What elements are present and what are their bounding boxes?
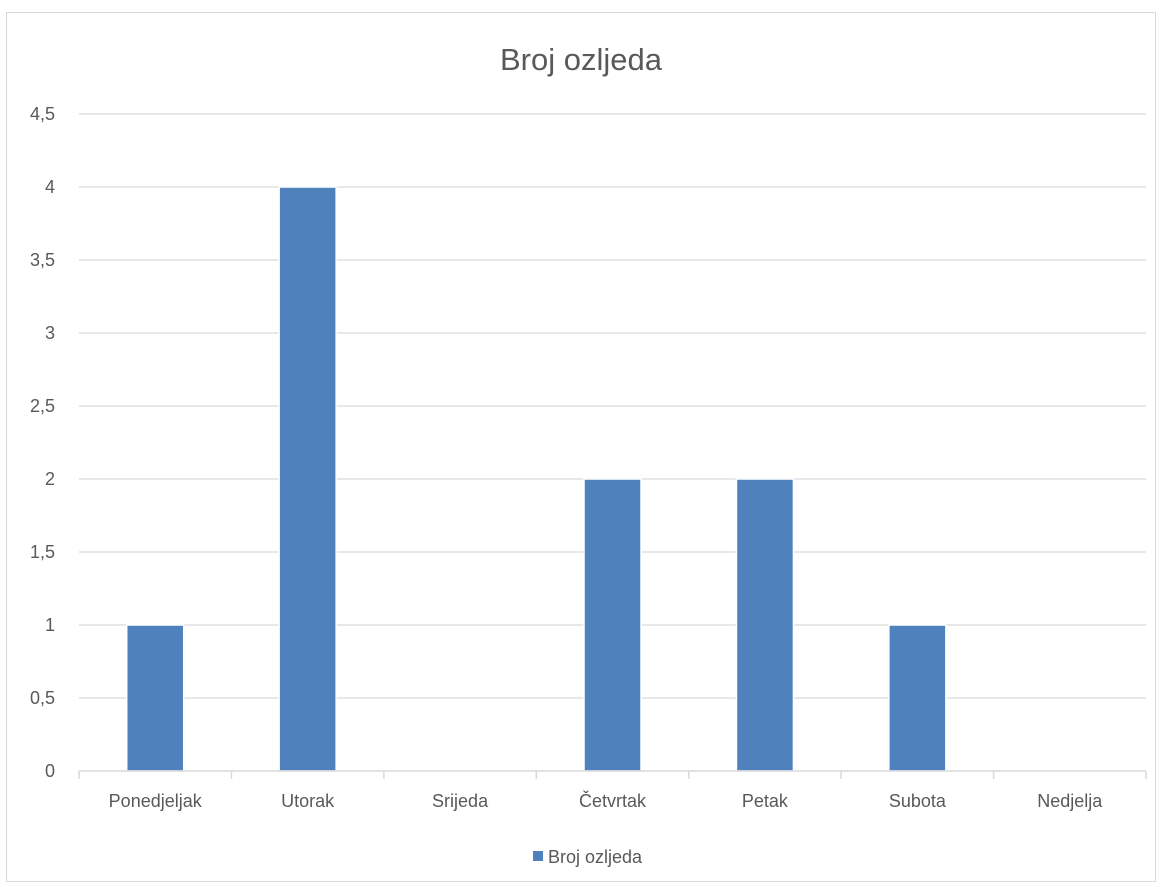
- grid-lines: [79, 113, 1146, 699]
- x-tick-label: Utorak: [281, 791, 335, 811]
- legend: Broj ozljeda: [533, 847, 643, 867]
- bar: [125, 624, 185, 772]
- x-tick-label: Ponedjeljak: [109, 791, 203, 811]
- y-tick-label: 4: [45, 177, 55, 197]
- y-tick-label: 3,5: [30, 250, 55, 270]
- y-tick-label: 2: [45, 469, 55, 489]
- x-tick-label: Nedjelja: [1037, 791, 1103, 811]
- legend-label: Broj ozljeda: [548, 847, 643, 867]
- x-tick-label: Srijeda: [432, 791, 489, 811]
- y-tick-label: 0: [45, 761, 55, 781]
- bars: [125, 186, 947, 772]
- chart-frame: [6, 12, 1156, 882]
- y-axis-tick-labels: 0 0,5 1 1,5 2 2,5 3 3,5 4 4,5: [30, 104, 55, 781]
- bar: [888, 624, 947, 772]
- y-tick-label: 2,5: [30, 396, 55, 416]
- bar: [735, 478, 795, 772]
- y-tick-label: 3: [45, 323, 55, 343]
- legend-swatch: [533, 851, 543, 861]
- bar: [278, 186, 337, 772]
- x-axis: Ponedjeljak Utorak Srijeda Četvrtak Petak Sub…: [78, 770, 1147, 811]
- y-tick-label: 1: [45, 615, 55, 635]
- x-tick-label: Četvrtak: [579, 790, 647, 811]
- chart-title: Broj ozljeda: [500, 42, 663, 77]
- x-tick-label: Petak: [742, 791, 789, 811]
- y-tick-label: 4,5: [30, 104, 55, 124]
- y-tick-label: 1,5: [30, 542, 55, 562]
- y-tick-label: 0,5: [30, 688, 55, 708]
- bar: [583, 478, 642, 772]
- x-tick-label: Subota: [889, 791, 947, 811]
